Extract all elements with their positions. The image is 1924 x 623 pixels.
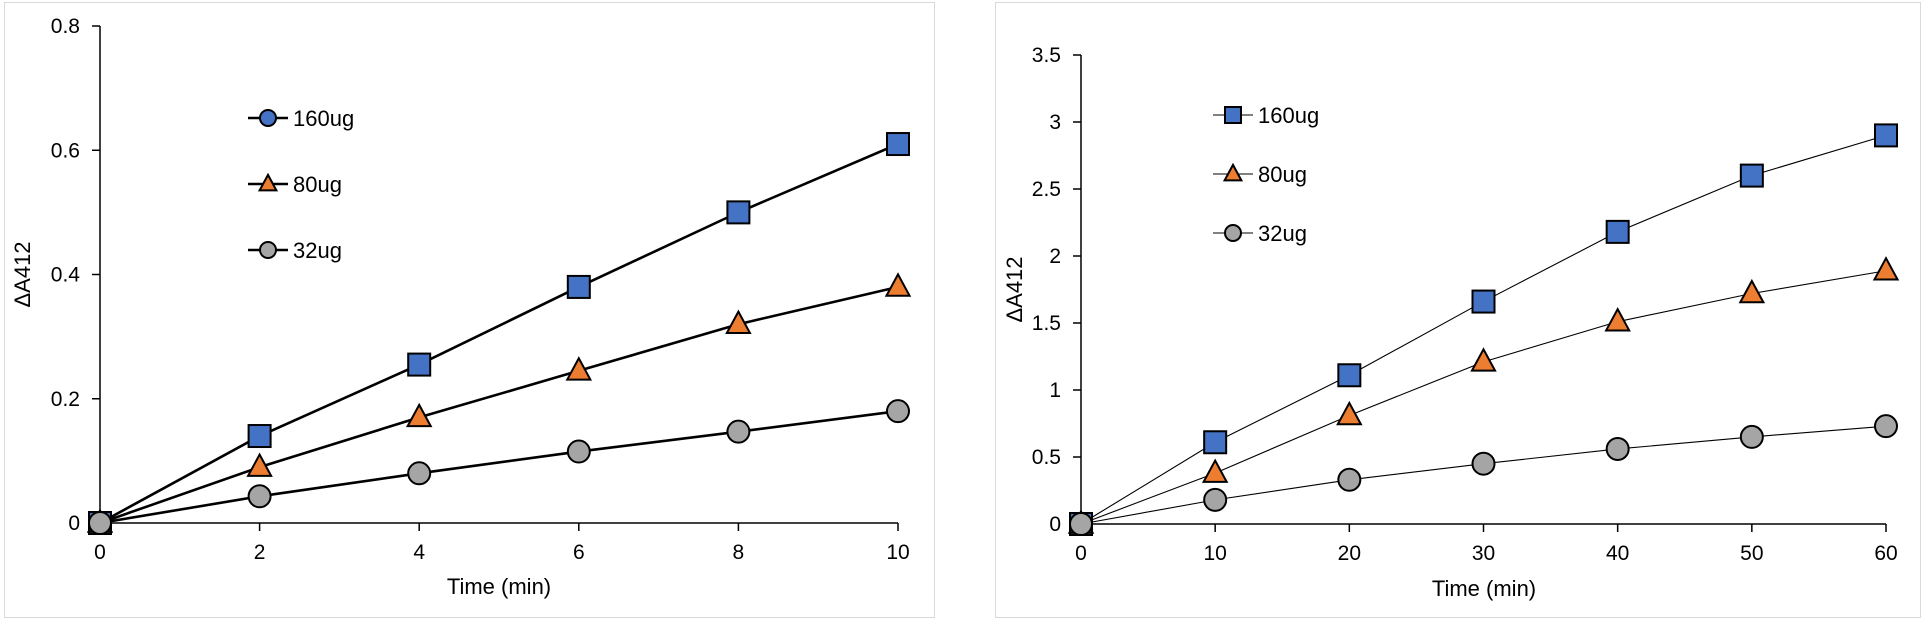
legend-marker-32ug	[259, 241, 277, 259]
data-point-160ug	[566, 274, 591, 299]
data-point-160ug	[726, 200, 751, 225]
y-tick-label: 2	[1049, 245, 1061, 268]
legend-label: 32ug	[1258, 221, 1307, 246]
y-tick-label: 3	[1049, 111, 1061, 134]
data-point-32ug	[886, 399, 910, 424]
x-tick-label: 8	[733, 541, 745, 564]
legend-marker-32ug	[1224, 224, 1242, 242]
y-tick-label: 2.5	[1032, 178, 1061, 201]
data-point-32ug	[407, 461, 432, 486]
x-tick-label: 2	[254, 541, 266, 564]
data-point-80ug	[1604, 307, 1631, 332]
data-point-80ug	[565, 356, 593, 381]
series-line-160ug	[99, 142, 899, 525]
chart-panel-right	[995, 2, 1921, 618]
legend-marker-160ug	[259, 109, 277, 127]
data-point-32ug	[1203, 487, 1228, 512]
chart-1: 0 0.2 0.4 0.6 0.8 0 2 4 6 8 10 Time (min) ΔA412 160ug…	[10, 15, 912, 599]
y-tick-label: 1	[1049, 379, 1061, 402]
legend-marker-80ug	[1222, 162, 1244, 182]
data-point-32ug	[726, 419, 751, 444]
data-point-32ug	[1471, 451, 1496, 476]
data-point-32ug	[1069, 512, 1093, 536]
chart-2: 0 0.5 1 1.5 2 2.5 3 3.5 0 10 20 30 40 50 60 Time (min) Δ…	[1002, 44, 1900, 601]
data-point-160ug	[247, 424, 272, 449]
x-tick-label: 6	[573, 541, 585, 564]
y-tick-label: 0.5	[1032, 446, 1061, 469]
legend-label: 160ug	[293, 106, 354, 131]
y-tick-label: 0.6	[51, 139, 80, 162]
x-tick-label: 4	[413, 541, 425, 564]
data-point-160ug	[1337, 363, 1362, 388]
x-tick-label: 10	[1203, 542, 1226, 565]
data-point-32ug	[247, 484, 272, 509]
x-tick-label: 20	[1338, 542, 1361, 565]
y-axis-label: ΔA412	[10, 241, 35, 307]
x-axis-label: Time (min)	[1432, 576, 1536, 601]
data-point-80ug	[1872, 256, 1900, 281]
y-tick-label: 1.5	[1032, 312, 1061, 335]
data-point-80ug	[1470, 347, 1497, 372]
data-point-160ug	[1203, 430, 1228, 455]
data-point-32ug	[1874, 414, 1898, 439]
data-point-160ug	[1471, 289, 1496, 314]
legend-label: 80ug	[293, 172, 342, 197]
x-axis-label: Time (min)	[447, 574, 551, 599]
data-point-32ug	[566, 439, 591, 464]
series-line-32ug	[99, 409, 899, 525]
y-tick-label: 3.5	[1032, 44, 1061, 67]
legend-marker-160ug	[1224, 106, 1242, 124]
legend-label: 160ug	[1258, 103, 1319, 128]
data-point-32ug	[1605, 436, 1630, 461]
data-point-80ug	[884, 272, 912, 297]
x-tick-label: 0	[94, 541, 106, 564]
x-tick-label: 0	[1075, 542, 1087, 565]
data-point-160ug	[1874, 123, 1898, 148]
x-tick-label: 50	[1740, 542, 1763, 565]
data-point-80ug	[1738, 278, 1766, 304]
x-tick-label: 40	[1606, 542, 1629, 565]
data-point-32ug	[88, 511, 112, 535]
series-line-80ug	[99, 285, 899, 525]
data-point-160ug	[886, 132, 910, 157]
y-tick-label: 0	[68, 512, 80, 535]
data-point-80ug	[1201, 458, 1229, 483]
data-point-160ug	[407, 352, 432, 377]
data-point-160ug	[1605, 219, 1630, 244]
data-point-80ug	[246, 452, 273, 477]
data-point-32ug	[1337, 467, 1362, 492]
legend-label: 80ug	[1258, 162, 1307, 187]
legend-label: 32ug	[293, 238, 342, 263]
x-tick-label: 30	[1472, 542, 1495, 565]
x-tick-label: 10	[886, 541, 909, 564]
data-point-80ug	[725, 309, 752, 334]
data-point-32ug	[1739, 424, 1764, 449]
y-tick-label: 0.8	[51, 15, 80, 38]
y-tick-label: 0	[1049, 513, 1061, 536]
x-tick-label: 60	[1874, 542, 1897, 565]
data-point-80ug	[1336, 400, 1363, 426]
chart-panel-left	[4, 2, 935, 618]
data-point-80ug	[405, 402, 433, 428]
y-tick-label: 0.4	[51, 264, 81, 287]
legend-marker-80ug	[257, 172, 279, 192]
y-axis-label: ΔA412	[1002, 256, 1027, 322]
data-point-160ug	[1739, 163, 1764, 188]
y-tick-label: 0.2	[51, 388, 80, 411]
